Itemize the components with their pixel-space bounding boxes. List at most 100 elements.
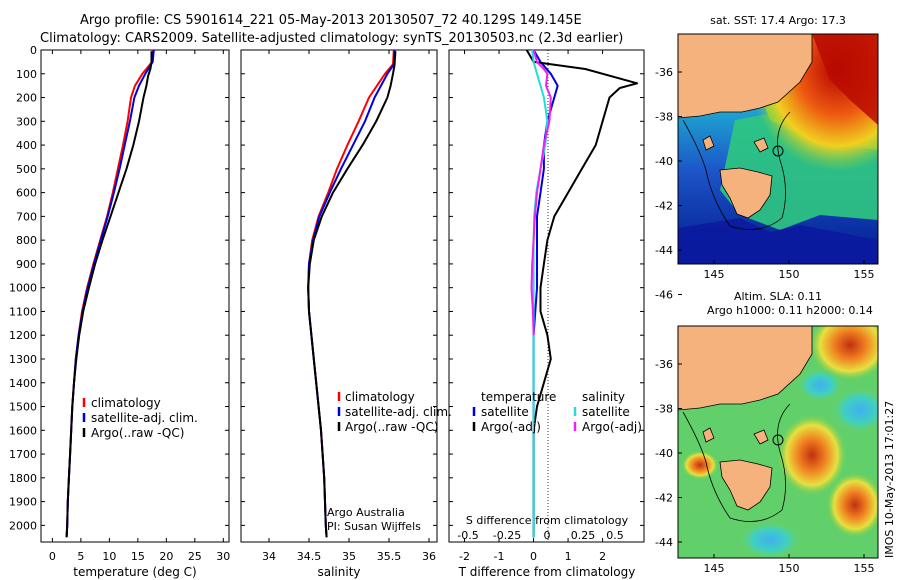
- x-tick-label: 36: [422, 550, 436, 563]
- legend-label-climatology: climatology: [345, 390, 415, 404]
- x-tick-label: 0: [49, 550, 56, 563]
- lat-tick-label: -42: [655, 492, 673, 505]
- x-tick-label: 35.5: [377, 550, 402, 563]
- y-tick-label: 1600: [9, 424, 37, 437]
- sst-lon-axis: 145 150 155: [704, 260, 875, 281]
- king-island: [702, 135, 715, 151]
- series-line-satellite-adj-clim: [65, 50, 155, 538]
- y-tick-label: 1400: [9, 377, 37, 390]
- tasmania: [719, 459, 773, 511]
- s-tick-label: -0.5: [457, 529, 478, 542]
- x-tick-label: 15: [131, 550, 145, 563]
- series-line-temperature-argo-adj: [525, 50, 639, 538]
- y-tick-label: 1000: [9, 282, 37, 295]
- x-tick-label: 25: [188, 550, 202, 563]
- mainland-australia: [678, 34, 813, 119]
- lon-tick-label: 155: [854, 268, 875, 281]
- sla-map-subtitle: Argo h1000: 0.11 h2000: 0.14: [707, 304, 873, 317]
- x-tick-label: 5: [77, 550, 84, 563]
- y-tick-label: 1100: [9, 305, 37, 318]
- y-tick-label: 1700: [9, 448, 37, 461]
- series-line-temperature-satellite: [532, 50, 559, 538]
- legend-label-satellite: satellite: [481, 405, 529, 419]
- king-island: [702, 427, 715, 443]
- x-tick-label: 1: [565, 550, 572, 563]
- argo-float-marker: [772, 434, 784, 446]
- sla-map-image: [678, 326, 878, 558]
- legend-label-climatology: climatology: [91, 396, 161, 410]
- series-line-argo-raw-qc: [65, 51, 153, 538]
- imos-timestamp: IMOS 10-May-2013 17:01:27: [883, 401, 896, 558]
- legend-label-satellite: satellite-adj. clim.: [345, 405, 452, 419]
- x-tick-label: 34: [262, 550, 276, 563]
- depth-axis: 0 100 200 300 400 500 600 700 800 900 1000 1100 1200…: [9, 44, 229, 532]
- series-line-climatology: [65, 50, 154, 538]
- temperature-panel-frame: [40, 49, 230, 543]
- annotation-pi: PI: Susan Wijffels: [327, 520, 421, 533]
- sla-lon-axis: 145 150 155: [704, 554, 875, 575]
- lon-tick-label: 145: [704, 268, 725, 281]
- t-difference-xlabel: T difference from climatology: [458, 565, 636, 579]
- s-tick-label: 0.25: [571, 529, 596, 542]
- header-subtitle: Climatology: CARS2009. Satellite-adjuste…: [40, 31, 623, 46]
- tasmania: [719, 167, 773, 219]
- flinders-island: [753, 137, 769, 153]
- shelf-contour: [682, 111, 791, 230]
- series-line-argo-raw-qc: [307, 51, 397, 538]
- x-tick-label: 0: [530, 550, 537, 563]
- legend-label-sal-argo: Argo(-adj): [582, 420, 642, 434]
- lat-tick-label: -44: [655, 244, 673, 257]
- difference-panel: -2 -1 0 1 2 T difference from climatology S …: [448, 49, 645, 579]
- lon-tick-label: 155: [854, 562, 875, 575]
- s-tick-label: 0: [544, 529, 551, 542]
- sla-lat-axis: -36-38-40-42-44-46: [655, 358, 682, 549]
- y-tick-label: 1300: [9, 353, 37, 366]
- lat-tick-label: -40: [655, 155, 673, 168]
- x-tick-label: 35: [342, 550, 356, 563]
- y-tick-label: 200: [16, 92, 37, 105]
- salinity-xlabel: salinity: [317, 565, 360, 579]
- lat-tick-label: -40: [655, 447, 673, 460]
- s-tick-label: -0.25: [493, 529, 521, 542]
- difference-series: [525, 50, 639, 538]
- y-tick-label: 300: [16, 115, 37, 128]
- s-difference-label: S difference from climatology: [466, 514, 629, 527]
- difference-legend-salinity: salinity satellite Argo(-adj): [573, 390, 642, 434]
- y-tick-label: 400: [16, 139, 37, 152]
- difference-panel-frame: [448, 49, 645, 543]
- y-tick-label: 1800: [9, 472, 37, 485]
- legend-label-argo: Argo(..raw -QC): [91, 426, 184, 440]
- lon-tick-label: 150: [779, 562, 800, 575]
- sla-map-frame: [677, 325, 879, 559]
- temperature-panel: 0100200300400500600700800900100011001200…: [9, 44, 230, 579]
- legend-title-temperature: temperature: [481, 390, 556, 404]
- s-tick-label: 0.5: [606, 529, 624, 542]
- temperature-xlabel: temperature (deg C): [73, 565, 196, 579]
- header-title: Argo profile: CS 5901614_221 05-May-2013…: [80, 13, 582, 28]
- sst-map-frame: [677, 33, 879, 265]
- x-tick-label: -2: [459, 550, 470, 563]
- temperature-series: [65, 50, 155, 538]
- y-tick-label: 1500: [9, 401, 37, 414]
- lat-tick-label: -38: [655, 111, 673, 124]
- y-tick-label: 900: [16, 258, 37, 271]
- sla-map-title: Altim. SLA: 0.11: [734, 290, 822, 303]
- series-line-climatology: [307, 50, 395, 538]
- y-tick-label: 1900: [9, 496, 37, 509]
- lon-tick-label: 150: [779, 268, 800, 281]
- lat-tick-label: -46: [655, 289, 673, 302]
- sst-map-image: [678, 34, 878, 264]
- series-line-satellite-adj-clim: [307, 50, 396, 538]
- y-tick-label: 0: [30, 44, 37, 57]
- x-tick-label: 30: [216, 550, 230, 563]
- mainland-australia: [678, 326, 813, 411]
- lat-tick-label: -38: [655, 403, 673, 416]
- salinity-panel-frame: [240, 49, 438, 543]
- sst-map-title: sat. SST: 17.4 Argo: 17.3: [710, 14, 846, 27]
- legend-label-satellite: satellite-adj. clim.: [91, 411, 198, 425]
- salinity-legend: climatology satellite-adj. clim. Argo(..…: [337, 390, 452, 434]
- x-tick-label: 2: [599, 550, 606, 563]
- x-tick-label: -1: [494, 550, 505, 563]
